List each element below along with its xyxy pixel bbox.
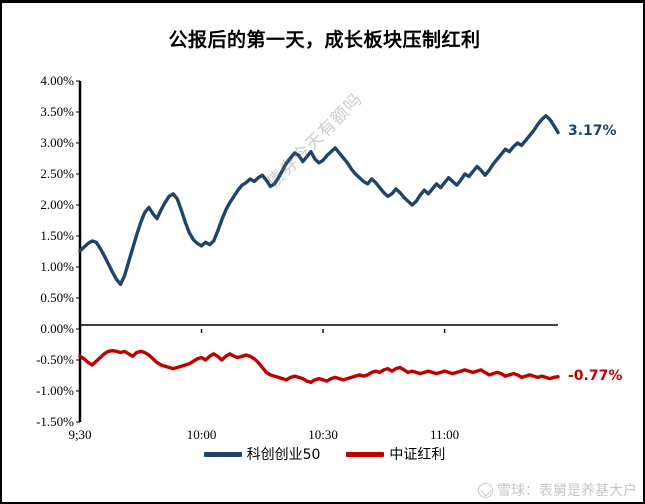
y-axis-tick-label: 1.00% [40, 259, 74, 274]
legend-swatch-icon [203, 451, 242, 457]
y-axis-tick-label: 2.50% [40, 166, 74, 181]
legend-swatch-icon [346, 451, 385, 457]
y-axis-tick-label: 3.50% [40, 104, 74, 119]
x-axis-labels: 9;30 10:00 10:30 11:00 [2, 3, 643, 502]
legend-item-2[interactable]: 中证红利 [346, 444, 445, 464]
y-axis-tick-label: 0.50% [40, 290, 74, 305]
y-axis-tick-label: 2.00% [40, 197, 74, 212]
x-axis-tick-label: 11:00 [429, 427, 460, 442]
y-axis-tick-label: 4.00% [40, 73, 74, 88]
y-axis-tick-label: -1.00% [36, 383, 74, 398]
chart-legend: 科创创业50 中证红利 [2, 444, 643, 464]
y-axis-labels: 4.00% 3.50% 3.00% 2.50% 2.00% 1.50% 1.00% 0.50%… [6, 3, 74, 502]
y-axis-tick-label: -1.50% [36, 414, 74, 429]
legend-item-1[interactable]: 科创创业50 [203, 444, 321, 464]
legend-label: 科创创业50 [246, 447, 321, 463]
y-axis-tick-label: -0.50% [36, 352, 74, 367]
x-axis-ticks [200, 329, 446, 333]
series-lines [78, 114, 560, 385]
x-axis-tick-label: 10:30 [308, 427, 338, 442]
series-end-label-2: -0.77% [568, 367, 623, 384]
y-axis-tick-label: 0.00% [40, 321, 74, 336]
series-end-label-1: 3.17% [568, 123, 617, 140]
x-axis-tick-label: 10:00 [186, 427, 217, 442]
series-line-1 [78, 114, 560, 287]
y-axis-tick-label: 1.50% [40, 228, 74, 243]
chart-title: 公报后的第一天，成长板块压制红利 [168, 29, 481, 51]
legend-label: 中证红利 [389, 447, 446, 463]
y-axis-ticks [76, 80, 80, 423]
y-axis-tick-label: 3.00% [40, 135, 74, 150]
plot-area [76, 80, 560, 423]
series-line-2 [78, 349, 560, 385]
x-axis-tick-label: 9;30 [68, 427, 92, 442]
